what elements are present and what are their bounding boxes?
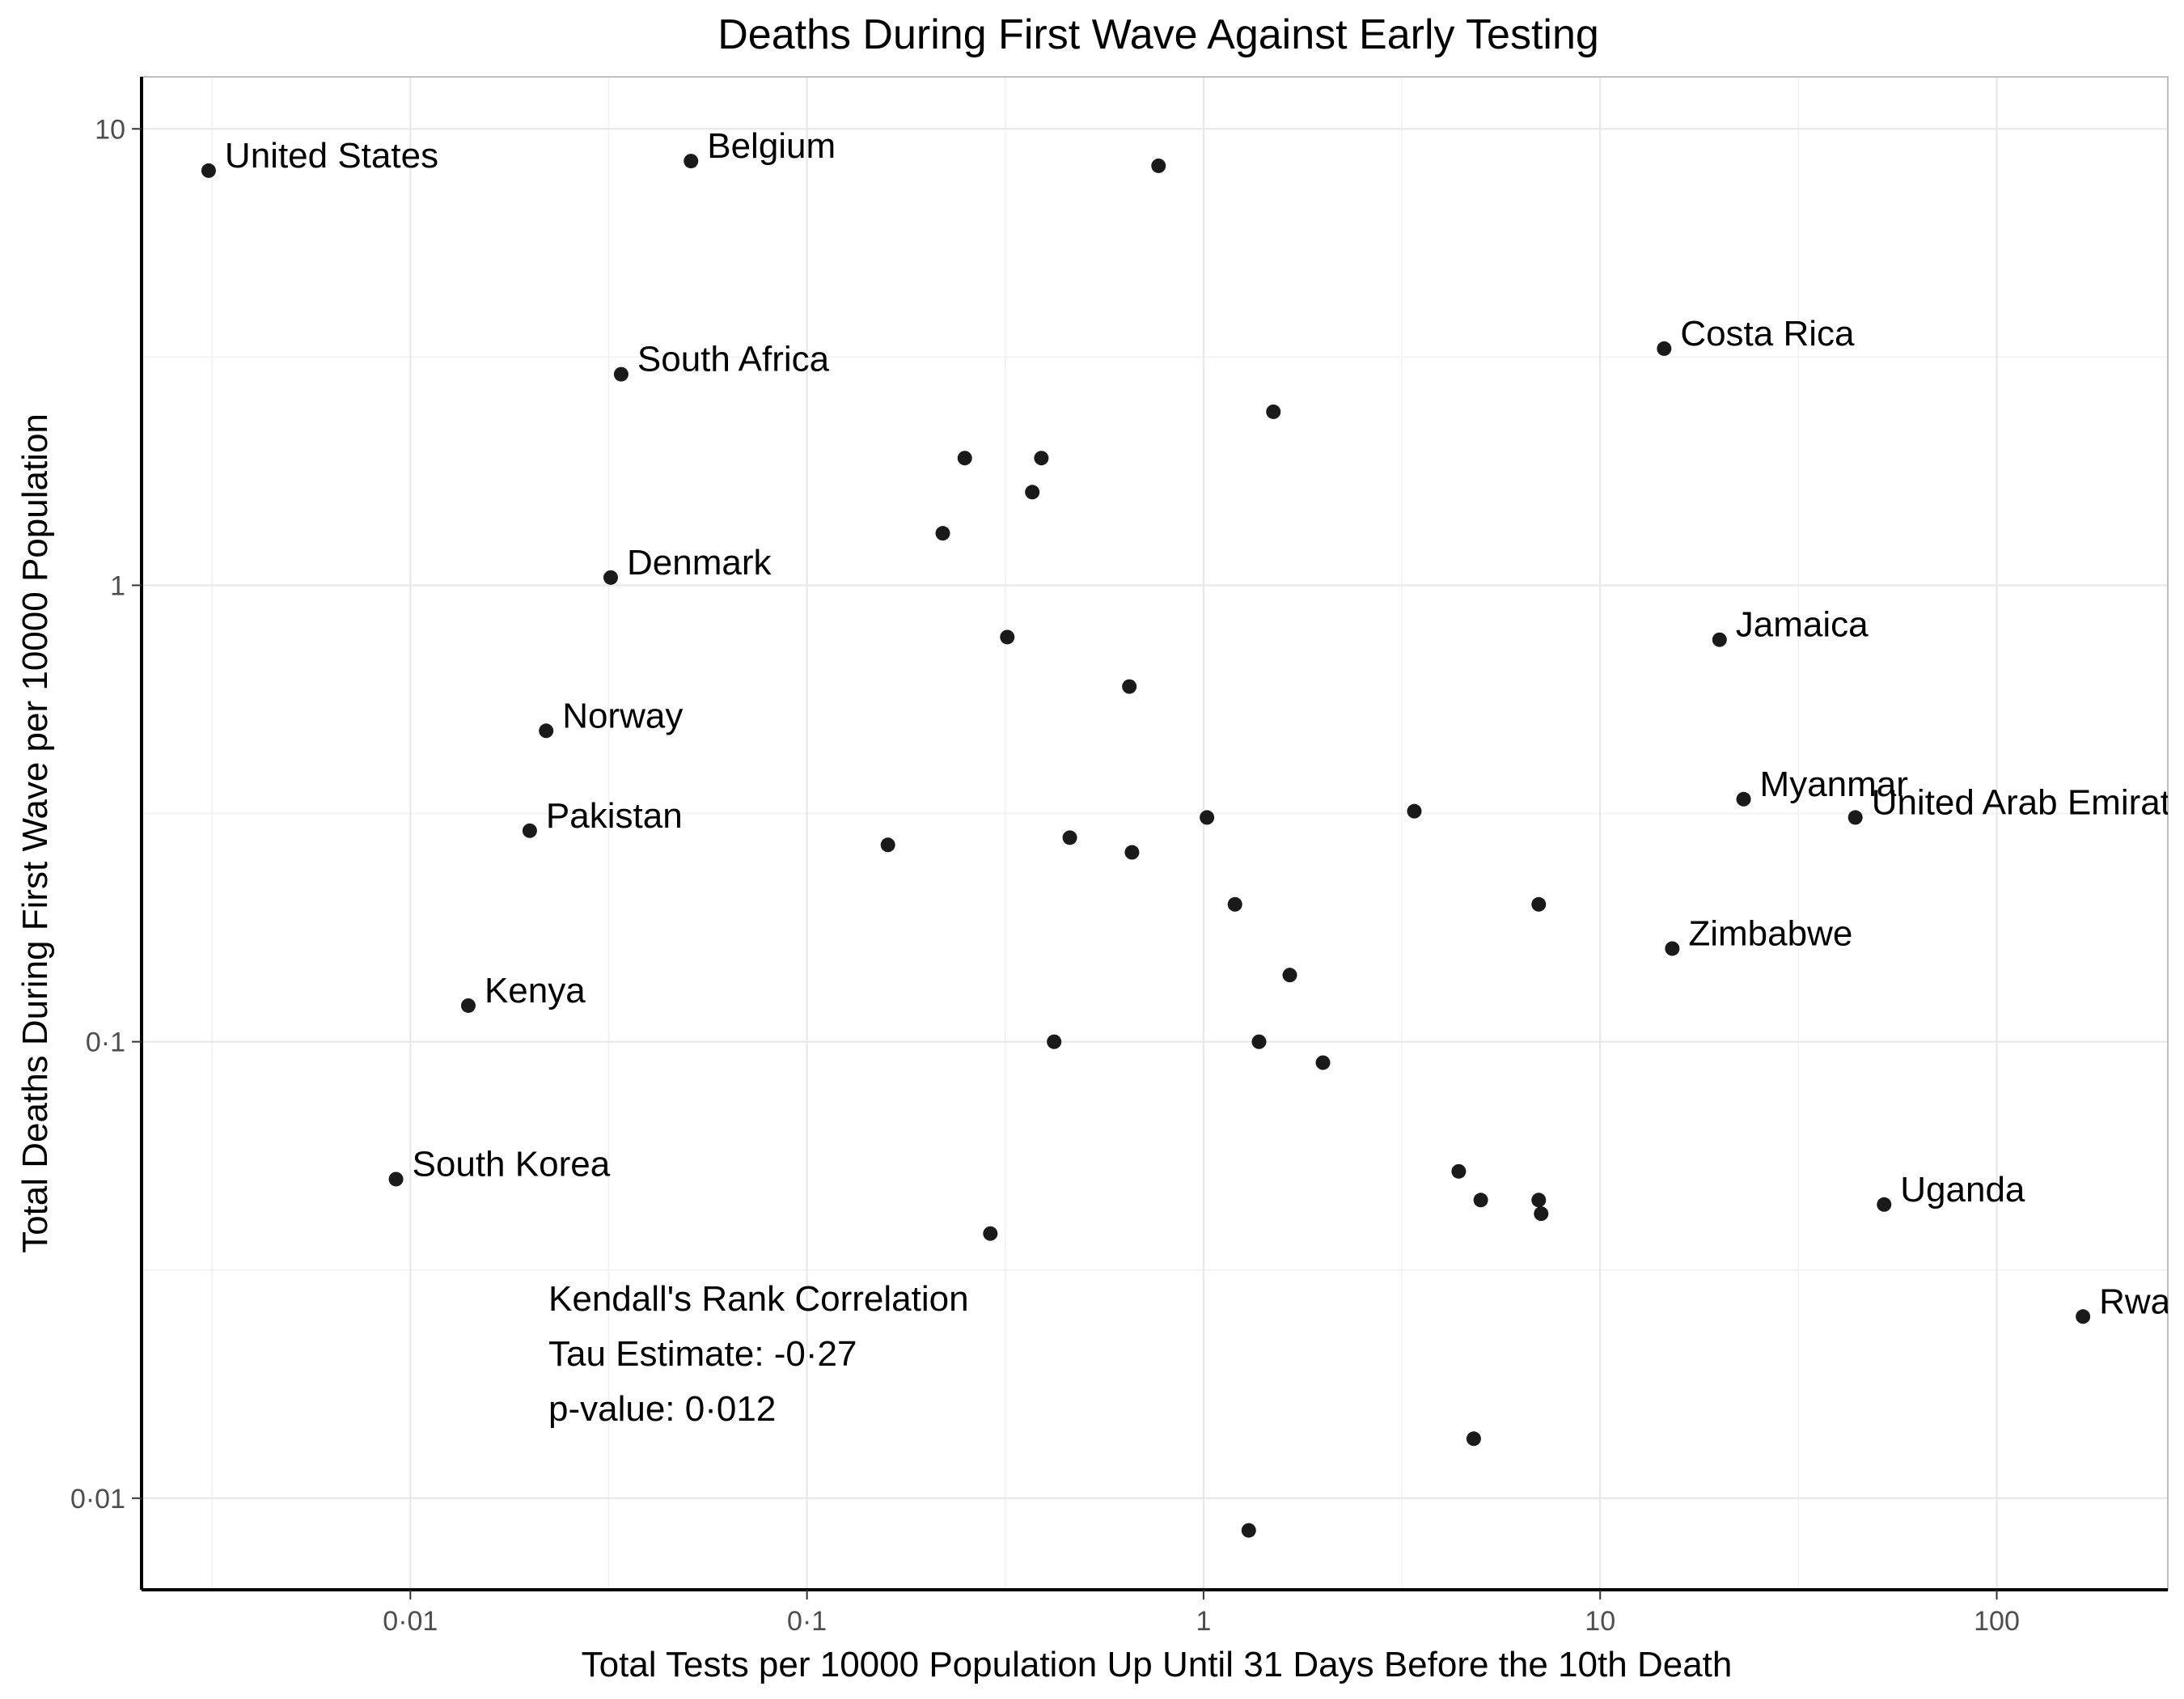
data-point (1473, 1193, 1488, 1208)
data-point (1534, 1206, 1549, 1222)
data-point (1531, 896, 1547, 912)
data-point (1124, 845, 1140, 860)
y-tick-label: 1 (110, 570, 125, 601)
point-label: South Africa (637, 340, 830, 379)
annotation-line-1: Kendall's Rank Correlation (548, 1279, 969, 1319)
point-label: Norway (562, 696, 683, 735)
x-tick-label: 1 (1196, 1606, 1211, 1637)
data-point (201, 163, 216, 178)
data-point (1241, 1523, 1256, 1538)
data-point (1665, 941, 1680, 956)
chart-title: Deaths During First Wave Against Early T… (717, 11, 1599, 58)
data-point (1877, 1197, 1892, 1212)
data-point (1451, 1163, 1467, 1179)
point-label: United States (225, 136, 438, 176)
data-point (539, 723, 554, 739)
annotation-line-3: p-value: 0·012 (548, 1389, 776, 1429)
plot-area (140, 76, 2169, 1591)
y-tick-label: 10 (95, 114, 125, 145)
plot-panel-border (141, 76, 2169, 1591)
data-point (1251, 1034, 1267, 1049)
data-point (1062, 830, 1077, 845)
data-point (1315, 1055, 1331, 1070)
data-point (1466, 1431, 1481, 1447)
point-label: Jamaica (1736, 605, 1869, 645)
x-tick-label: 0·01 (383, 1606, 438, 1637)
data-point (983, 1226, 998, 1241)
data-point (1282, 968, 1297, 983)
point-label: Zimbabwe (1688, 913, 1852, 953)
data-point (1848, 810, 1863, 825)
y-axis-title: Total Deaths During First Wave per 10000… (15, 413, 55, 1253)
y-tick-label: 0·1 (86, 1027, 125, 1058)
point-label: South Korea (413, 1144, 611, 1184)
data-point (1000, 629, 1015, 645)
data-point (1200, 810, 1215, 825)
data-point (388, 1172, 404, 1187)
data-point (460, 998, 476, 1013)
data-point (957, 451, 972, 466)
point-label: Uganda (1900, 1170, 2025, 1210)
data-point (1151, 158, 1166, 173)
data-point (1025, 485, 1040, 500)
point-label: Kenya (485, 971, 586, 1011)
data-point (1407, 803, 1422, 819)
x-axis-title: Total Tests per 10000 Population Up Unti… (582, 1645, 1733, 1684)
data-point (1712, 632, 1727, 647)
data-points: United States Belgium Costa Rica South Afri… (201, 126, 2184, 1538)
y-tick-label: 0·01 (70, 1484, 125, 1515)
data-point (522, 823, 537, 838)
point-label: Costa Rica (1680, 314, 1855, 354)
data-point (1657, 341, 1672, 356)
data-point (1034, 451, 1049, 466)
x-tick-label: 100 (1974, 1606, 2020, 1637)
grid-lines (142, 77, 2168, 1590)
annotation-line-2: Tau Estimate: -0·27 (548, 1334, 857, 1374)
point-label: Denmark (627, 543, 772, 583)
data-point (1227, 896, 1242, 912)
kendall-annotation: Kendall's Rank Correlation Tau Estimate:… (548, 1279, 969, 1429)
point-label: Myanmar (1760, 765, 1908, 804)
data-point (880, 837, 895, 853)
point-label: United Arab Emirates (1872, 782, 2184, 822)
data-point (613, 366, 629, 382)
x-tick-label: 10 (1585, 1606, 1615, 1637)
point-label: Belgium (707, 126, 836, 166)
point-label: Pakistan (546, 796, 683, 836)
x-tick-label: 0·1 (787, 1606, 827, 1637)
data-point (1736, 791, 1751, 807)
point-label: Rwanda (2099, 1282, 2184, 1321)
data-point (1122, 679, 1137, 694)
data-point (603, 570, 618, 585)
data-point (1266, 404, 1281, 419)
x-axis-ticks: 0·01 0·1 1 10 100 (383, 1590, 2020, 1637)
data-point (684, 154, 699, 169)
data-point (935, 526, 950, 541)
data-point (1531, 1193, 1547, 1208)
data-point (2076, 1309, 2091, 1324)
y-axis-ticks: 0·01 0·1 1 10 (70, 114, 142, 1515)
data-point (1047, 1034, 1062, 1049)
